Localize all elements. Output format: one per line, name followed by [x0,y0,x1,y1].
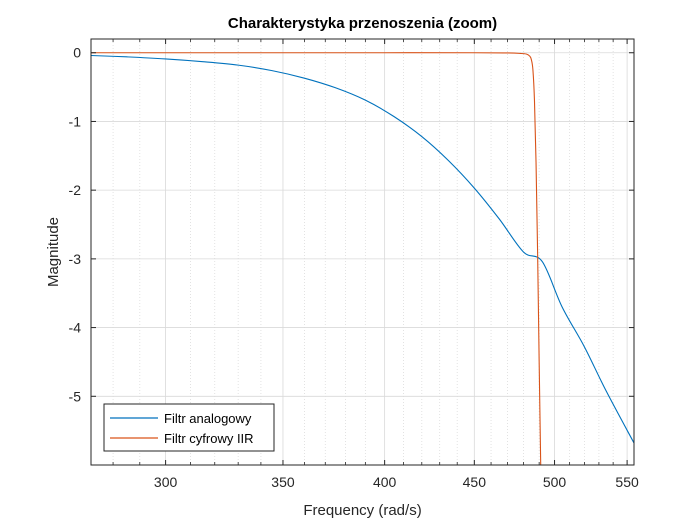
x-tick-label: 550 [615,474,639,490]
x-tick-label: 400 [373,474,397,490]
y-axis-label: Magnitude [45,217,62,287]
x-tick-label: 350 [271,474,295,490]
plot-frame [90,38,635,466]
legend-label-analog: Filtr analogowy [164,411,252,426]
chart-title: Charakterystyka przenoszenia (zoom) [228,15,497,32]
legend-label-iir: Filtr cyfrowy IIR [164,431,254,446]
legend-box [103,403,275,452]
y-tick-label: -3 [69,251,82,267]
y-tick-label: -4 [69,320,82,336]
y-tick-label: -5 [69,388,82,404]
plot-area [91,39,634,465]
y-tick-label: -1 [69,113,82,129]
x-tick-label: 450 [463,474,487,490]
x-tick-label: 300 [154,474,178,490]
legend: Filtr analogowy Filtr cyfrowy IIR [103,403,275,452]
series-layer [91,52,634,465]
series-line-analog [91,54,634,444]
x-axis-ticks: 300 350 400 450 500 550 [154,39,639,490]
x-axis-label: Frequency (rad/s) [303,502,421,519]
y-axis-ticks: 0 -1 -2 -3 -4 -5 [69,45,634,404]
y-tick-label: 0 [73,45,81,61]
x-tick-label: 500 [543,474,567,490]
series-line-iir [91,52,542,465]
y-tick-label: -2 [69,182,82,198]
